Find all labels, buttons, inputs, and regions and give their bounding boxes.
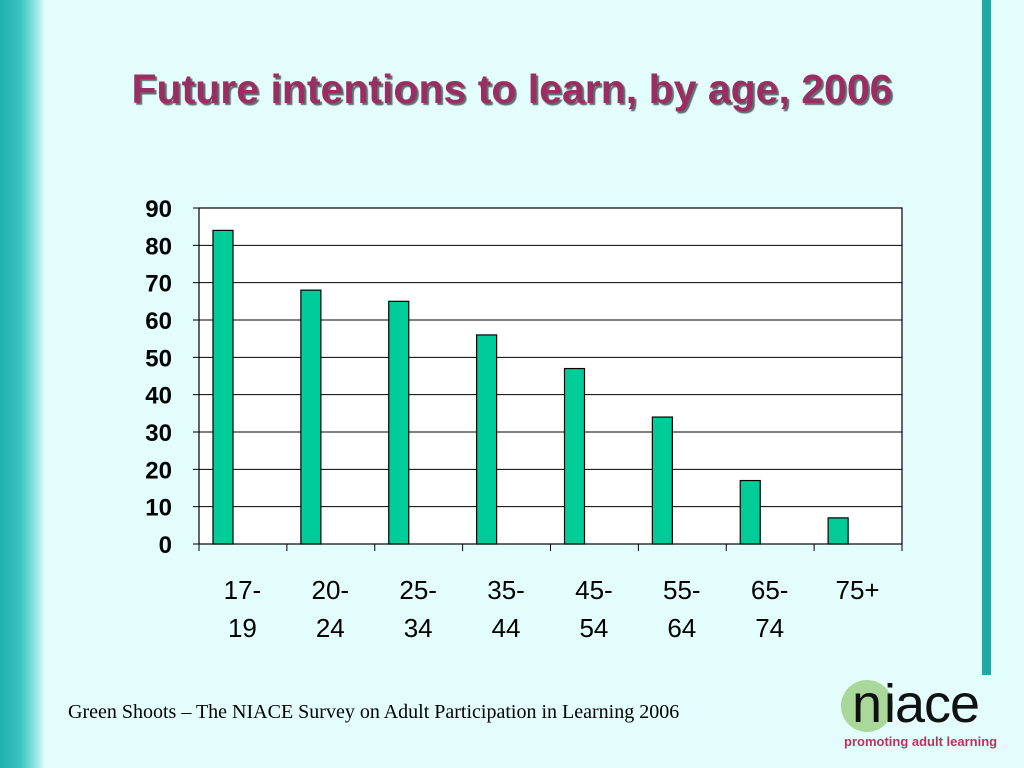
y-tick-label: 30 xyxy=(145,420,172,447)
x-tick-label: 64 xyxy=(667,613,696,643)
x-tick-label: 17- xyxy=(224,575,262,605)
niace-logo-text: iace xyxy=(884,674,980,734)
y-tick-label: 0 xyxy=(159,532,172,559)
x-tick-label: 44 xyxy=(492,613,521,643)
x-tick-label: 34 xyxy=(404,613,433,643)
bar-2 xyxy=(388,300,410,545)
x-tick-label: 19 xyxy=(228,613,257,643)
bar-3 xyxy=(476,334,498,545)
x-tick-label: 35- xyxy=(487,575,525,605)
slide-title: Future intentions to learn, by age, 2006 xyxy=(131,66,893,112)
x-tick-label: 20- xyxy=(312,575,350,605)
niace-logo-circle xyxy=(841,680,893,732)
y-tick-label: 40 xyxy=(145,383,172,410)
x-tick-label: 74 xyxy=(755,613,784,643)
bar-4 xyxy=(563,367,586,545)
y-tick-label: 80 xyxy=(145,233,172,260)
niace-logo-letter: n xyxy=(852,674,883,734)
bar-1 xyxy=(300,289,322,545)
bar-7 xyxy=(827,517,849,545)
x-tick-label: 25- xyxy=(399,575,437,605)
y-tick-label: 10 xyxy=(145,495,172,522)
y-tick-label: 20 xyxy=(145,457,172,484)
x-tick-label: 45- xyxy=(575,575,613,605)
source-footer: Green Shoots – The NIACE Survey on Adult… xyxy=(68,701,680,723)
x-tick-label: 24 xyxy=(316,613,345,643)
x-tick-label: 65- xyxy=(751,575,789,605)
x-tick-label: 55- xyxy=(663,575,701,605)
y-tick-label: 50 xyxy=(145,345,172,372)
y-tick-label: 90 xyxy=(145,196,172,223)
left-accent-bar xyxy=(0,0,44,768)
right-accent-line xyxy=(982,0,991,675)
y-tick-label: 70 xyxy=(145,271,172,298)
y-tick-label: 60 xyxy=(145,308,172,335)
bar-6 xyxy=(739,479,761,545)
x-tick-label: 54 xyxy=(579,613,608,643)
bar-5 xyxy=(651,416,673,545)
x-tick-label: 75+ xyxy=(836,575,880,605)
niace-logo-tagline: promoting adult learning xyxy=(844,734,998,749)
bar-0 xyxy=(212,229,234,545)
